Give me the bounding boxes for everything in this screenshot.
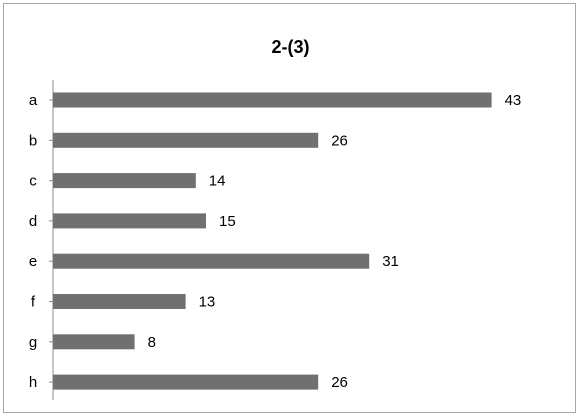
category-label-a: a bbox=[29, 92, 38, 109]
data-label-b: 26 bbox=[331, 132, 348, 149]
category-label-g: g bbox=[29, 334, 37, 351]
category-label-b: b bbox=[29, 132, 37, 149]
category-label-h: h bbox=[29, 374, 37, 391]
data-label-a: 43 bbox=[505, 92, 522, 109]
data-label-h: 26 bbox=[331, 374, 348, 391]
bar-e bbox=[53, 253, 370, 269]
bar-c bbox=[53, 173, 196, 189]
chart-title: 2-(3) bbox=[271, 37, 310, 57]
bar-b bbox=[53, 132, 319, 148]
data-label-g: 8 bbox=[148, 334, 156, 351]
bar-g bbox=[53, 334, 135, 350]
bar-a bbox=[53, 92, 492, 108]
category-label-e: e bbox=[29, 253, 37, 270]
category-label-f: f bbox=[31, 294, 36, 311]
data-label-c: 14 bbox=[209, 173, 226, 190]
data-label-e: 31 bbox=[382, 253, 399, 270]
bar-h bbox=[53, 374, 319, 390]
data-label-f: 13 bbox=[199, 294, 216, 311]
bar-d bbox=[53, 213, 206, 229]
bar-f bbox=[53, 294, 186, 309]
data-label-d: 15 bbox=[219, 213, 236, 230]
bars-group: a 43 b 26 c 14 d 15 e 31 f 13 g 8 h 26 bbox=[29, 92, 521, 391]
category-label-c: c bbox=[29, 173, 37, 190]
category-label-d: d bbox=[29, 213, 37, 230]
